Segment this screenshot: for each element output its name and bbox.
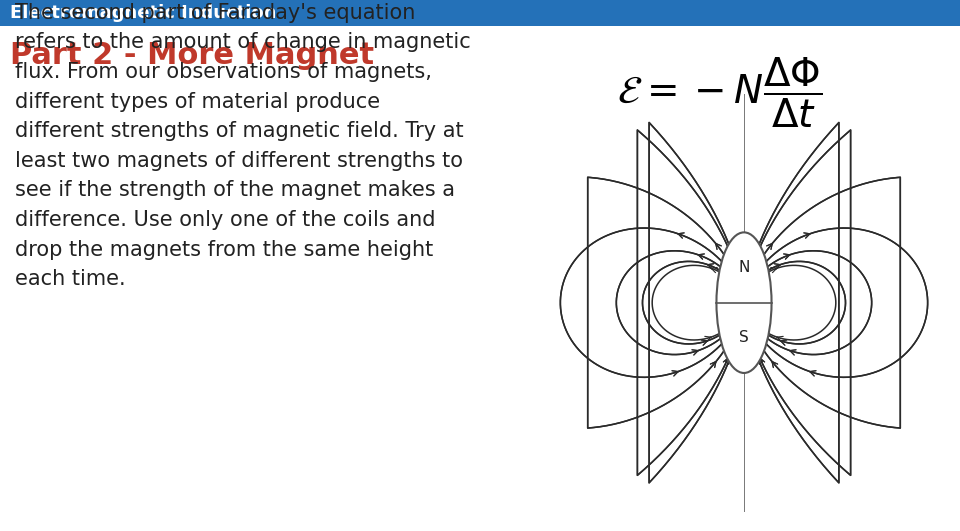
Text: $\mathcal{E} = -N\dfrac{\Delta\Phi}{\Delta t}$: $\mathcal{E} = -N\dfrac{\Delta\Phi}{\Del… (617, 56, 823, 130)
Text: Part 2 - More Magnet: Part 2 - More Magnet (10, 41, 374, 71)
Text: S: S (739, 330, 749, 345)
Text: The second part of Faraday's equation
refers to the amount of change in magnetic: The second part of Faraday's equation re… (15, 3, 470, 289)
Ellipse shape (716, 233, 772, 373)
FancyBboxPatch shape (0, 0, 960, 26)
Text: N: N (738, 260, 750, 275)
Text: Electromagnetic Induction: Electromagnetic Induction (10, 4, 276, 22)
